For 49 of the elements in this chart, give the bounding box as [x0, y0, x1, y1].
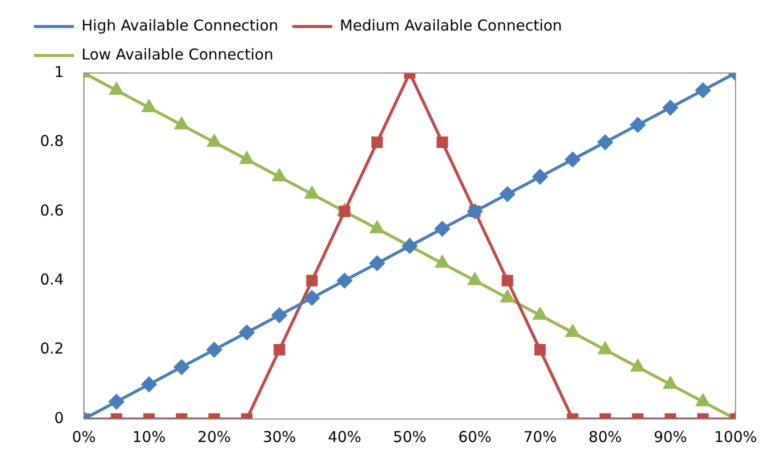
point — [566, 325, 580, 337]
x-tick-label: 20% — [198, 428, 231, 446]
x-tick-label: 50% — [393, 428, 426, 446]
y-tick-label: 0.4 — [40, 270, 64, 288]
point — [436, 136, 448, 148]
y-tick-label: 0 — [54, 408, 64, 427]
point — [696, 394, 710, 406]
x-tick-label: 90% — [654, 428, 688, 446]
x-tick-label: 100% — [714, 428, 758, 446]
y-tick-label: 1 — [54, 62, 64, 81]
point — [338, 206, 350, 218]
point — [533, 308, 547, 320]
point — [695, 82, 710, 98]
point — [272, 169, 286, 182]
point — [500, 186, 515, 202]
point — [402, 238, 418, 254]
point — [631, 360, 644, 372]
point — [468, 273, 482, 286]
point — [500, 290, 514, 302]
x-tick-label: 30% — [262, 428, 296, 446]
point — [565, 152, 580, 167]
x-tick-label: 10% — [132, 428, 166, 446]
point — [436, 256, 449, 268]
point — [502, 274, 514, 286]
x-tick-label: 40% — [328, 428, 362, 446]
x-tick-label: 70% — [523, 428, 557, 446]
point — [337, 273, 352, 288]
legend-label: Low Available Connection — [82, 45, 274, 64]
point — [371, 136, 383, 148]
point — [304, 290, 320, 306]
point — [434, 221, 450, 236]
point — [306, 274, 318, 286]
legend-label: High Available Connection — [82, 16, 278, 34]
point — [598, 342, 612, 354]
point — [664, 376, 678, 389]
point — [370, 256, 385, 271]
y-tick-label: 0.2 — [40, 340, 64, 358]
x-tick-label: 0% — [72, 428, 96, 446]
legend-label: Medium Available Connection — [340, 16, 562, 34]
point — [630, 117, 646, 132]
y-tick-label: 0.8 — [40, 132, 64, 150]
point — [532, 169, 548, 184]
point — [305, 186, 319, 199]
x-tick-label: 60% — [458, 428, 492, 446]
point — [370, 221, 384, 234]
x-tick-label: 80% — [588, 428, 622, 446]
point — [662, 100, 678, 116]
y-tick-label: 0.6 — [40, 201, 64, 220]
point — [598, 134, 613, 150]
